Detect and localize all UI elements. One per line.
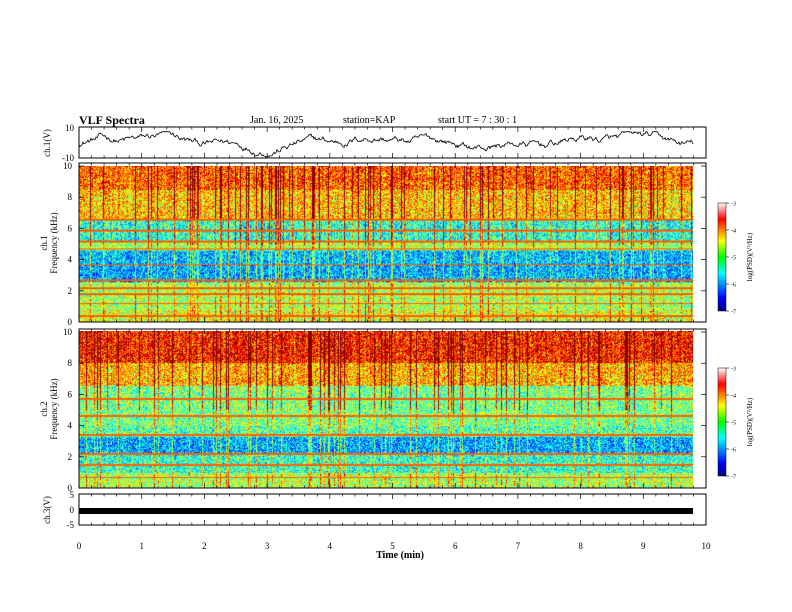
ch2-ylabel-channel: ch.2: [39, 401, 49, 416]
freq-tick-8: 8: [68, 358, 73, 368]
ch1-ytick-bottom: -10: [62, 153, 74, 163]
station-label: station=KAP: [343, 115, 396, 126]
ch2-ylabel-freq: Frequency (kHz): [49, 378, 59, 439]
x-tick-label-5: 5: [390, 541, 395, 551]
colorbar-tick--4: -4: [731, 229, 736, 235]
start-time-label: start UT = 7 : 30 : 1: [438, 115, 518, 126]
colorbar-tick--5: -5: [731, 421, 736, 427]
freq-tick-0: 0: [68, 317, 73, 327]
x-tick-label-10: 10: [702, 541, 712, 551]
ch1-spectrogram-panel: 0 2 4 6 8 10 ch.1 Frequency (kHz): [39, 161, 707, 327]
x-tick-label-7: 7: [516, 541, 521, 551]
freq-tick-2: 2: [68, 286, 73, 296]
colorbar-tick--5: -5: [731, 256, 736, 262]
ch2-spectrogram-panel: 0 2 4 6 8 10 ch.2 Frequency (kHz): [39, 327, 707, 493]
freq-tick-10: 10: [63, 161, 73, 171]
ch2-spectrogram-image: [79, 331, 693, 488]
ch1-ylabel-freq: Frequency (kHz): [49, 212, 59, 273]
x-axis-label: Time (min): [376, 550, 424, 561]
x-tick-label-4: 4: [328, 541, 333, 551]
x-tick-label-8: 8: [578, 541, 583, 551]
colorbar-2-label: log(PSD)(V²/Hz): [746, 397, 754, 446]
colorbar-1-label: log(PSD)(V²/Hz): [746, 232, 754, 281]
ch1-waveform-line: [78, 131, 694, 158]
ch1-ytick-top: 10: [65, 123, 75, 133]
ch3-ylabel: ch.3(V): [42, 496, 52, 524]
freq-tick-10: 10: [63, 327, 73, 337]
colorbar-tick--3: -3: [731, 202, 736, 208]
ch3-waveform-panel: 5 0 -5 ch.3(V): [42, 490, 707, 530]
colorbar-tick--4: -4: [731, 394, 736, 400]
freq-tick-0: 0: [68, 483, 73, 493]
freq-tick-6: 6: [68, 389, 73, 399]
ch3-ytick-mid: 0: [70, 505, 75, 515]
x-tick-label-9: 9: [641, 541, 646, 551]
colorbar-tick--6: -6: [731, 448, 736, 454]
freq-tick-4: 4: [68, 255, 73, 265]
ch1-waveform-panel: 10 -10 ch.1(V): [42, 123, 707, 163]
ch3-ytick-top: 5: [70, 490, 75, 500]
colorbar-2: -3 -4 -5 -6 -7 log(PSD)(V²/Hz): [717, 367, 754, 481]
colorbar-tick--7: -7: [731, 475, 736, 481]
colorbar-tick--3: -3: [731, 367, 736, 373]
colorbar-tick--6: -6: [731, 283, 736, 289]
freq-tick-6: 6: [68, 223, 73, 233]
x-tick-label-0: 0: [77, 541, 82, 551]
freq-tick-4: 4: [68, 421, 73, 431]
ch1-ylabel: ch.1(V): [42, 129, 52, 157]
x-tick-label-1: 1: [139, 541, 144, 551]
x-tick-label-2: 2: [202, 541, 207, 551]
colorbar-tick--7: -7: [731, 310, 736, 316]
freq-tick-8: 8: [68, 192, 73, 202]
x-tick-label-3: 3: [265, 541, 270, 551]
date-label: Jan. 16, 2025: [250, 115, 304, 126]
freq-tick-2: 2: [68, 452, 73, 462]
ch1-spectrogram-image: [79, 166, 693, 322]
colorbar-1: -3 -4 -5 -6 -7 log(PSD)(V²/Hz): [717, 202, 754, 316]
ch3-waveform-line: [79, 508, 693, 514]
chart-title: VLF Spectra: [79, 113, 145, 127]
ch1-ylabel-channel: ch.1: [39, 235, 49, 250]
x-tick-label-6: 6: [453, 541, 458, 551]
ch3-ytick-bottom: -5: [67, 520, 75, 530]
